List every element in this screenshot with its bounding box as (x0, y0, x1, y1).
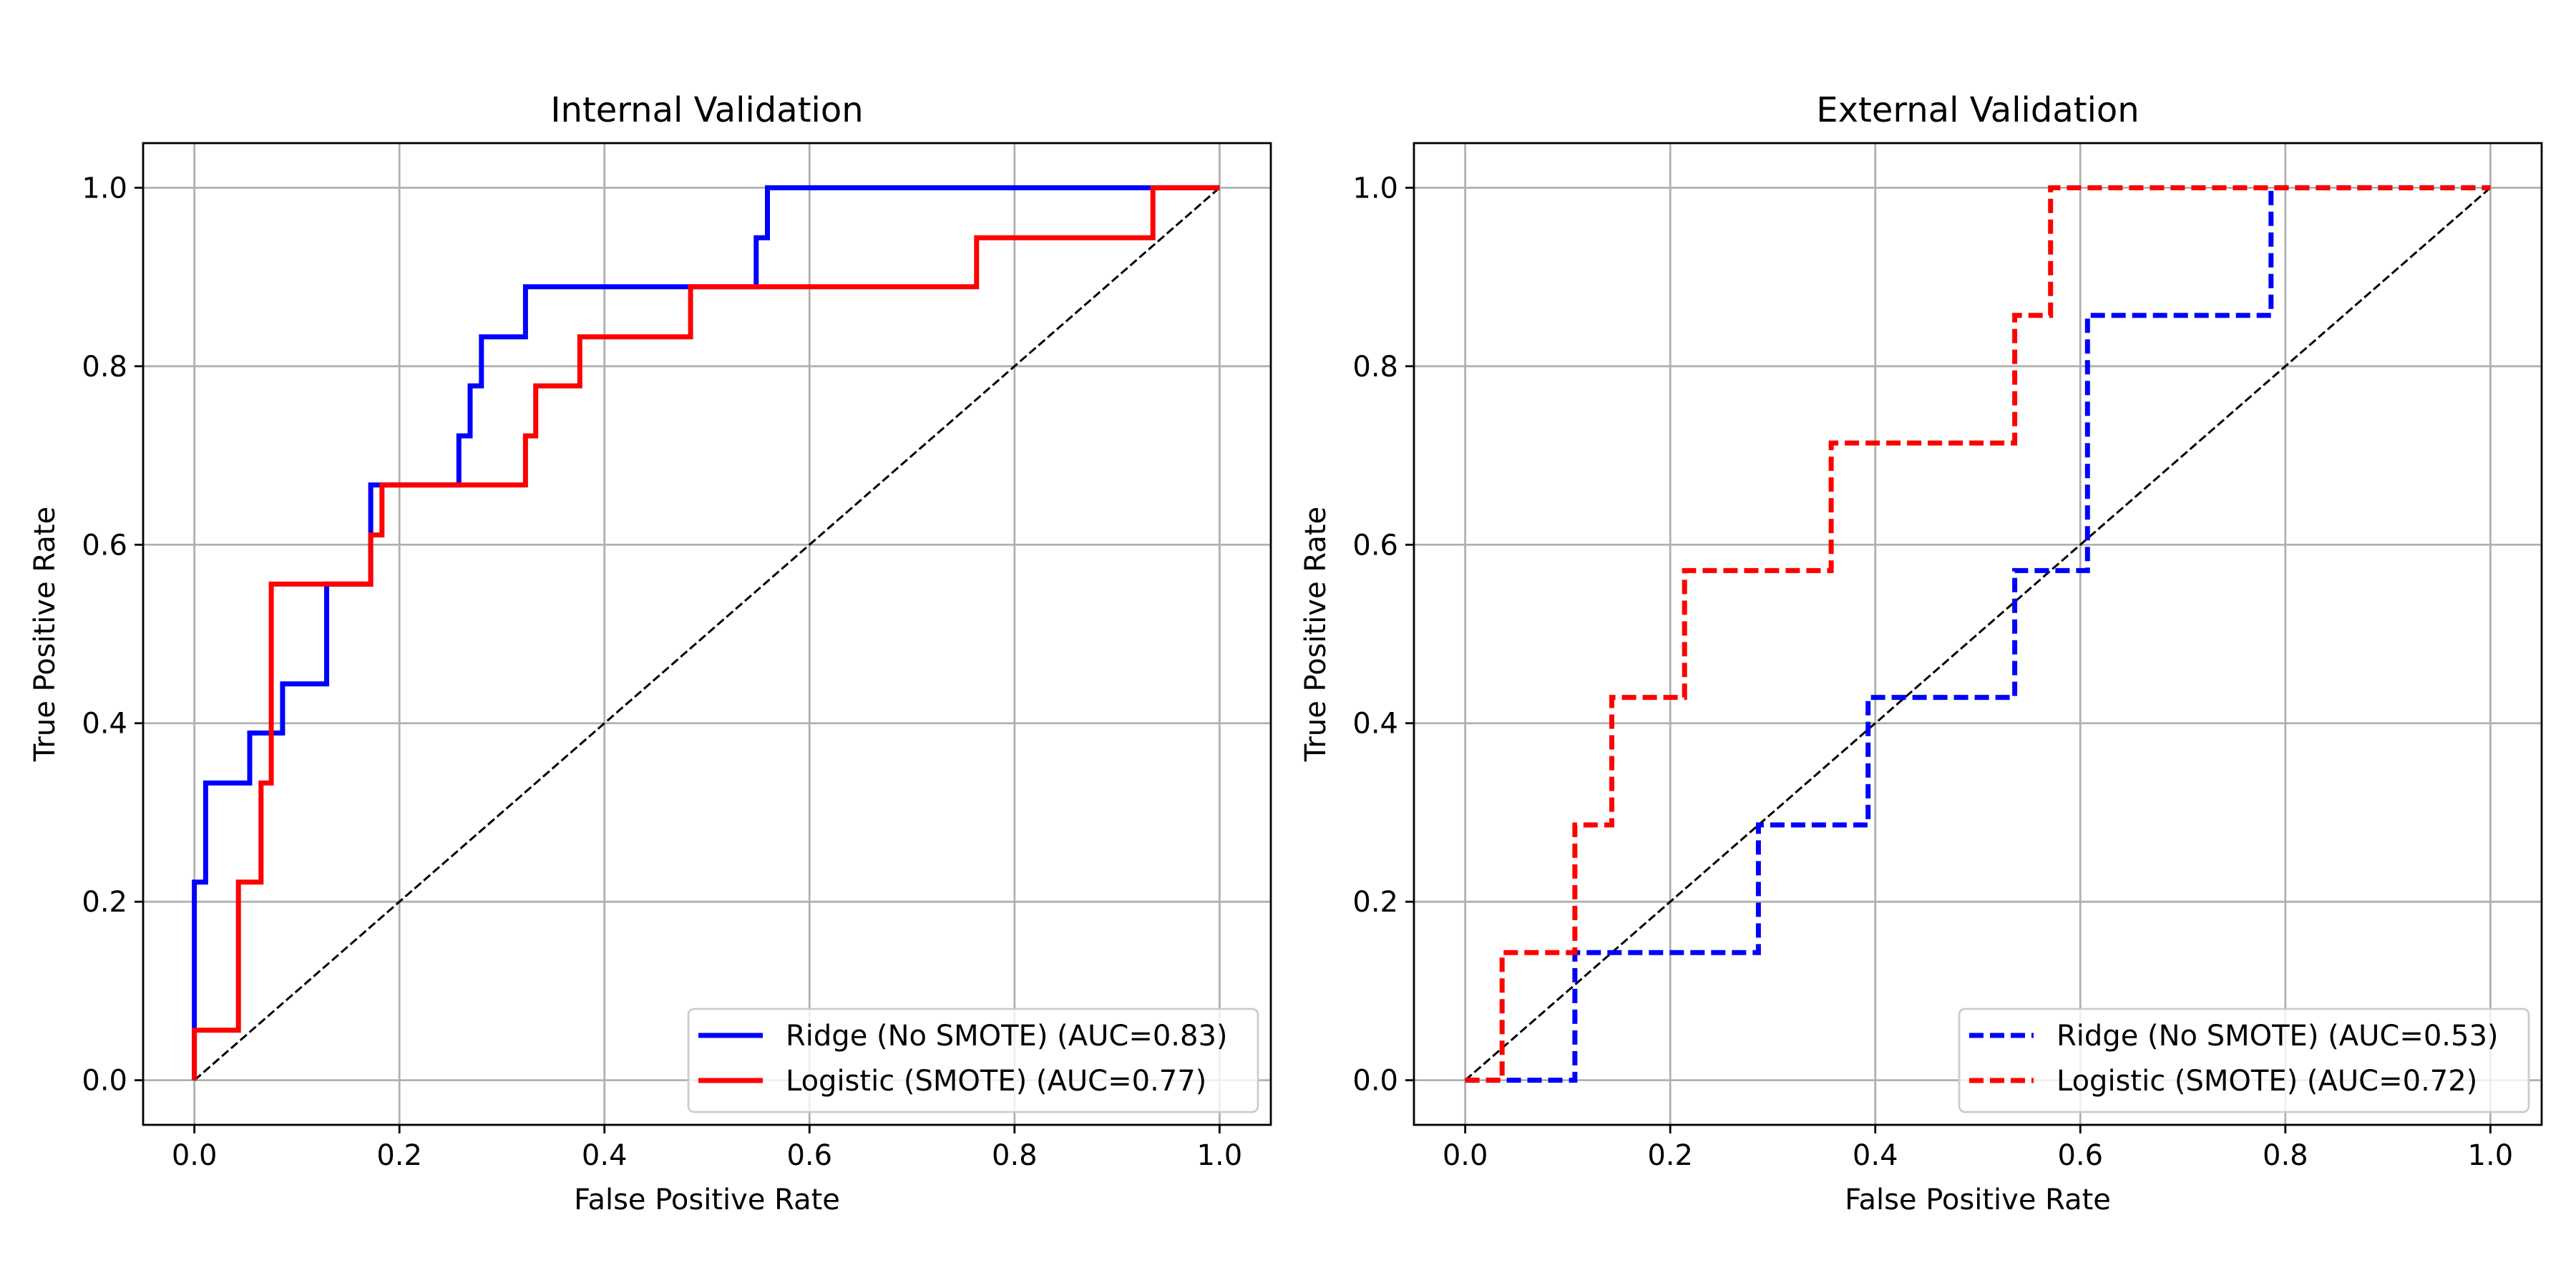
y-tick-label: 0.8 (1352, 351, 1398, 384)
x-tick-label: 1.0 (2468, 1139, 2514, 1172)
reference-diagonal (193, 187, 1221, 1081)
reference-diagonal (1464, 187, 2492, 1081)
y-tick-label: 1.0 (82, 172, 127, 205)
chart-title: External Validation (1816, 90, 2139, 130)
y-axis-label: True Positive Rate (1299, 507, 1332, 762)
internal-validation-panel: Internal Validation 0.0 0.2 0.4 0.6 0.8 1.00.… (29, 90, 1272, 1216)
y-tick-label: 0.6 (1352, 529, 1398, 562)
legend-box (1958, 1008, 2530, 1113)
plot-frame (142, 142, 1272, 1126)
legend-box (687, 1008, 1259, 1113)
y-tick-label: 0.2 (1352, 886, 1398, 919)
y-tick-label: 0.4 (82, 708, 127, 741)
axis-ticks: 0.0 0.2 0.4 0.6 0.8 1.0 0.0 0.2 0.4 0.6 0.8 1.0 (1352, 172, 2513, 1172)
y-tick-label: 0.6 (82, 529, 127, 562)
legend: Ridge (No SMOTE) (AUC=0.83) Logistic (SM… (687, 1008, 1259, 1113)
x-tick-label: 0.2 (376, 1139, 422, 1172)
legend: Ridge (No SMOTE) (AUC=0.53) Logistic (SM… (1958, 1008, 2530, 1113)
chart-title: Internal Validation (550, 90, 863, 130)
x-axis-label: False Positive Rate (574, 1184, 840, 1216)
grid (1414, 143, 2542, 1125)
y-tick-label: 0.8 (82, 351, 127, 384)
y-tick-label: 0.0 (1352, 1065, 1398, 1098)
roc-curves (1465, 185, 2491, 1083)
x-tick-label: 1.0 (1197, 1139, 1243, 1172)
y-tick-label: 0.2 (82, 886, 127, 919)
legend-label-ridge: Ridge (No SMOTE) (AUC=0.83) (786, 1020, 1228, 1053)
roc-curve-logistic (192, 185, 1220, 1080)
axis-ticks: 0.0 0.2 0.4 0.6 0.8 1.0 0.0 0.2 0.4 0.6 0.8 1.0 (82, 172, 1242, 1172)
plot-frame (1413, 142, 2543, 1126)
y-tick-label: 0.0 (82, 1065, 127, 1098)
y-tick-label: 1.0 (1352, 172, 1398, 205)
x-tick-label: 0.0 (1443, 1139, 1488, 1172)
x-axis-label: False Positive Rate (1845, 1184, 2111, 1216)
roc-curves (192, 185, 1220, 1080)
chance-line (1464, 187, 2492, 1081)
x-tick-label: 0.8 (992, 1139, 1038, 1172)
x-tick-label: 0.2 (1647, 1139, 1693, 1172)
x-tick-label: 0.6 (2057, 1139, 2103, 1172)
x-tick-label: 0.0 (172, 1139, 218, 1172)
legend-label-logistic: Logistic (SMOTE) (AUC=0.77) (786, 1065, 1206, 1098)
x-tick-label: 0.6 (786, 1139, 832, 1172)
legend-label-logistic: Logistic (SMOTE) (AUC=0.72) (2057, 1065, 2477, 1098)
roc-curve-logistic (1465, 185, 2491, 1083)
external-validation-panel: External Validation 0.0 0.2 0.4 0.6 0.8 1.00.… (1299, 90, 2543, 1216)
chance-line (193, 187, 1221, 1081)
y-axis-label: True Positive Rate (29, 507, 62, 762)
x-tick-label: 0.4 (582, 1139, 628, 1172)
legend-label-ridge: Ridge (No SMOTE) (AUC=0.53) (2057, 1020, 2499, 1053)
x-tick-label: 0.8 (2263, 1139, 2308, 1172)
y-tick-label: 0.4 (1352, 708, 1398, 741)
roc-curve-ridge (1465, 185, 2491, 1083)
x-tick-label: 0.4 (1853, 1139, 1898, 1172)
